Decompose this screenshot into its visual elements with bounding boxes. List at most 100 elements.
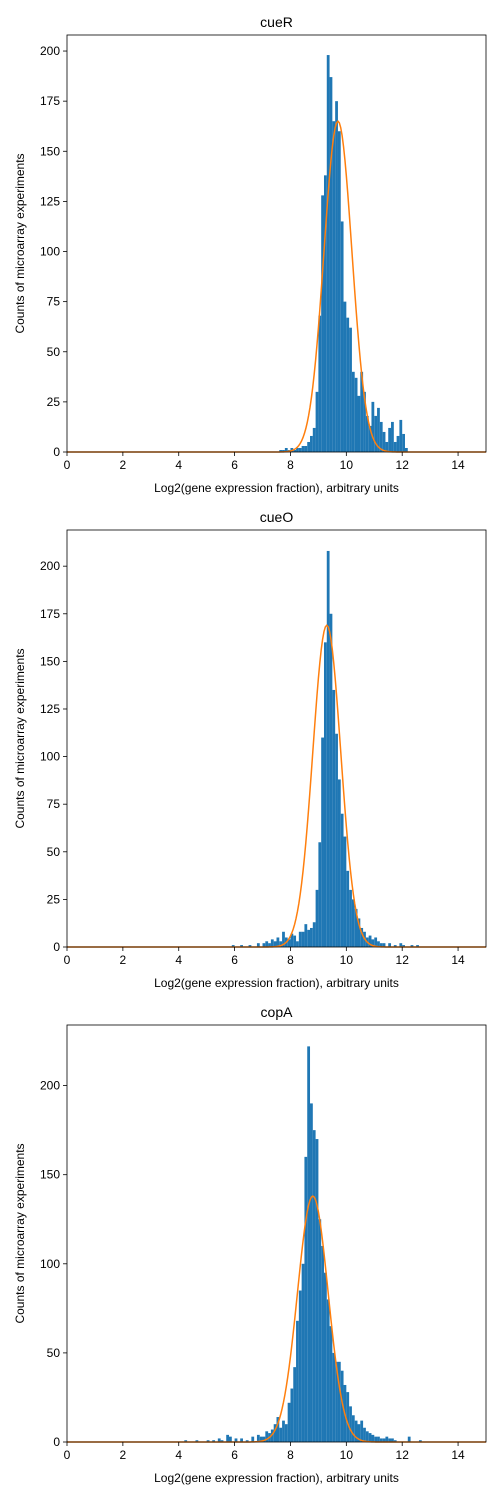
histogram-bar: [379, 943, 383, 947]
histogram-bar: [293, 935, 297, 947]
histogram-bar: [349, 889, 352, 947]
x-tick-label: 2: [120, 1448, 127, 1462]
histogram-bar: [318, 1219, 322, 1442]
histogram-bar: [270, 1429, 274, 1442]
histogram-bar: [329, 613, 333, 947]
histogram-bar: [265, 941, 269, 947]
y-tick-label: 100: [40, 245, 60, 259]
histogram-bar: [349, 327, 352, 452]
histogram-bar: [240, 945, 243, 947]
histogram-bar: [346, 1392, 350, 1442]
histogram-bar: [349, 1406, 352, 1442]
y-tick-label: 0: [53, 1435, 60, 1449]
histogram-bar: [279, 941, 283, 947]
histogram-bar: [323, 642, 327, 947]
histogram-bar: [360, 927, 364, 947]
histogram-bar: [368, 935, 372, 947]
x-tick-label: 6: [231, 1448, 238, 1462]
histogram-bar: [290, 933, 294, 947]
histogram-bar: [240, 1438, 243, 1442]
axes-frame: [66, 1024, 487, 1443]
x-tick-label: 8: [287, 953, 294, 967]
histogram-bar: [262, 943, 266, 947]
histogram-bar: [212, 1440, 216, 1442]
histogram-bar: [337, 1361, 341, 1442]
histogram-bar: [301, 931, 305, 947]
fit-curve: [67, 1195, 486, 1443]
x-axis-label: Log2(gene expression fraction), arbitrar…: [154, 481, 399, 495]
histogram-bar: [307, 1046, 311, 1442]
histogram-bar: [354, 1420, 358, 1442]
histogram-bar: [335, 733, 338, 947]
histogram-bar: [315, 391, 319, 452]
histogram-bar: [318, 315, 322, 452]
y-tick-label: 75: [47, 295, 61, 309]
y-tick-label: 50: [47, 345, 61, 359]
histogram-bar: [282, 931, 285, 947]
x-axis-label: Log2(gene expression fraction), arbitrar…: [154, 976, 399, 990]
histogram-bar: [312, 1130, 316, 1442]
histogram-bar: [304, 445, 308, 452]
y-tick-label: 50: [47, 845, 61, 859]
histogram-bar: [332, 689, 336, 947]
histogram-bar: [393, 441, 397, 452]
x-tick-label: 10: [340, 1448, 354, 1462]
histogram-bar: [335, 1361, 338, 1442]
histogram-bar: [298, 447, 302, 452]
histogram-bar: [371, 1434, 375, 1442]
x-tick-label: 4: [175, 1448, 182, 1462]
x-tick-label: 0: [64, 458, 71, 472]
histogram-bar: [360, 371, 364, 452]
histogram-bar: [335, 101, 338, 452]
histogram-bar: [184, 1440, 188, 1442]
histogram-bar: [410, 945, 414, 947]
histogram-bar: [312, 427, 316, 452]
histogram-bar: [329, 77, 333, 452]
histogram-bar: [326, 1299, 330, 1442]
histogram-bar: [296, 1320, 299, 1442]
x-tick-label: 8: [287, 458, 294, 472]
histogram-bar: [296, 447, 299, 452]
y-tick-label: 150: [40, 654, 60, 668]
histogram-bar: [382, 431, 386, 452]
histogram-bar: [259, 1436, 263, 1442]
histogram-bar: [418, 1440, 422, 1442]
chart-panel-cueR: 0 2 4 6 8 10 12 14 0 25 50 75 100 125 150 175 200 cueR Log…: [13, 14, 487, 495]
y-tick-label: 200: [40, 559, 60, 573]
chart-title: cueR: [260, 14, 293, 30]
y-tick-label: 75: [47, 797, 61, 811]
histogram-bar: [343, 301, 347, 452]
histogram-bar: [332, 121, 336, 453]
x-tick-label: 2: [120, 458, 127, 472]
histogram-bar: [304, 1156, 308, 1442]
histogram-bar: [251, 1436, 255, 1442]
histogram-bar: [298, 931, 302, 947]
histogram-bar: [234, 1438, 238, 1442]
chart-title: cueO: [260, 509, 294, 525]
histogram-bar: [298, 1290, 302, 1442]
histogram-bar: [340, 221, 344, 452]
histogram-bar: [282, 450, 285, 452]
histogram-bar: [402, 433, 405, 452]
histogram-bar: [256, 943, 260, 947]
y-tick-label: 25: [47, 892, 61, 906]
x-tick-label: 10: [340, 953, 354, 967]
y-axis-label: Counts of microarray experiments: [13, 1143, 27, 1323]
histogram-bar: [351, 371, 355, 452]
histogram-bar: [276, 937, 280, 947]
histogram-bar: [307, 929, 311, 947]
y-axis-label: Counts of microarray experiments: [13, 648, 27, 828]
x-tick-label: 6: [231, 458, 238, 472]
y-tick-label: 0: [53, 445, 60, 459]
histogram-bar: [363, 1427, 366, 1442]
histogram-bar: [312, 922, 316, 947]
axes-frame: [66, 34, 487, 453]
histogram-bar: [231, 945, 235, 947]
y-axis-label: Counts of microarray experiments: [13, 153, 27, 333]
histogram-bar: [346, 870, 350, 947]
histogram-bar: [310, 1103, 313, 1442]
histogram-bar: [374, 415, 378, 452]
x-tick-label: 2: [120, 953, 127, 967]
histogram-bar: [318, 842, 322, 947]
histogram-bar: [382, 1438, 386, 1442]
